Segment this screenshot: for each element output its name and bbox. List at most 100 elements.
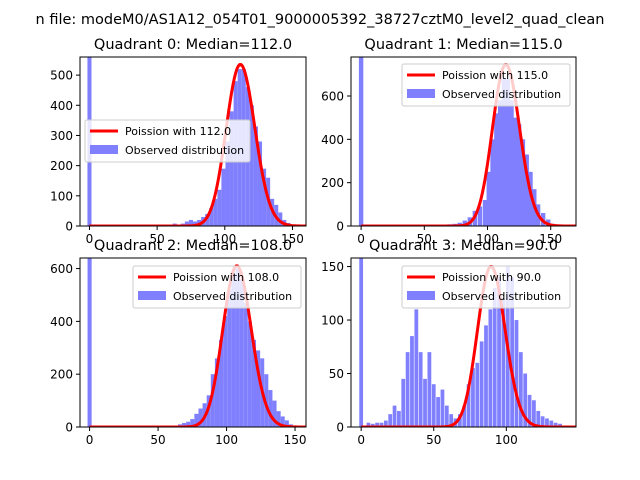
- histogram-bar: [477, 206, 483, 226]
- legend-label-observed: Observed distribution: [442, 88, 561, 101]
- histogram-bar: [501, 298, 506, 427]
- histogram-bar: [484, 325, 488, 427]
- histogram-bar: [423, 378, 427, 427]
- histogram-bar: [223, 316, 228, 427]
- histogram-bar: [494, 113, 499, 226]
- y-tick-label: 600: [321, 90, 344, 104]
- legend: Poission with 115.0 Observed distribution: [401, 63, 571, 107]
- histogram-bar: [184, 221, 189, 226]
- histogram-bar: [482, 200, 488, 226]
- histogram-bar: [188, 219, 193, 226]
- histogram-bar: [492, 287, 497, 427]
- histogram-bar: [490, 139, 495, 226]
- y-tick-label: 200: [321, 176, 344, 190]
- x-tick-label: 100: [215, 433, 238, 447]
- histogram-bar: [497, 100, 503, 226]
- x-tick-label: 50: [417, 232, 432, 246]
- histogram-bar: [243, 302, 248, 427]
- legend: Poission with 112.0 Observed distribution: [84, 119, 251, 163]
- histogram-bar: [219, 339, 224, 427]
- y-tick-label: 100: [50, 189, 73, 203]
- x-tick-label: 100: [495, 433, 518, 447]
- y-tick-label: 400: [321, 133, 344, 147]
- chart-panel-2: 0 50 100 150 0 200 400 600 Poission with 108.0 Ob…: [50, 238, 307, 447]
- y-tick-label: 400: [50, 315, 73, 329]
- histogram-bar: [366, 422, 371, 427]
- histogram-bar: [475, 362, 480, 427]
- histogram-bar: [545, 418, 549, 427]
- histogram-bar: [182, 423, 187, 427]
- histogram-bar: [553, 422, 558, 427]
- histogram-bar: [239, 279, 244, 427]
- legend-label-observed: Observed distribution: [442, 290, 561, 303]
- x-tick-label: 50: [426, 433, 441, 447]
- legend-label-observed: Observed distribution: [173, 290, 292, 303]
- legend-swatch-observed: [138, 291, 166, 300]
- histogram-bar: [225, 141, 230, 226]
- histogram-bar: [513, 117, 518, 226]
- histogram-bar: [392, 405, 397, 427]
- histogram-bar: [523, 373, 528, 427]
- histogram-bar-zero: [87, 258, 92, 427]
- histogram-bar: [510, 277, 515, 427]
- histogram-bar: [205, 213, 210, 226]
- chart-panel-1: 0 50 100 150 0 200 400 600 Poission with 115.0 Ob…: [321, 37, 577, 246]
- legend: Poission with 108.0 Observed distribution: [132, 265, 302, 309]
- histogram-bar: [527, 394, 532, 427]
- legend-label-poisson: Poission with 112.0: [125, 125, 231, 138]
- histogram-bar: [462, 220, 467, 226]
- histogram-bar: [471, 368, 475, 427]
- legend-label-poisson: Poission with 108.0: [173, 271, 279, 284]
- histogram-bar: [193, 221, 198, 226]
- histogram-bar: [436, 397, 440, 427]
- legend-label-poisson: Poission with 115.0: [442, 69, 548, 82]
- chart-panel-3: 0 50 100 0 50 100 150 Poission with 90.0 Observe…: [321, 238, 577, 447]
- plot-area: [87, 258, 306, 427]
- histogram-bar-zero: [358, 57, 364, 226]
- plot-area: [359, 258, 576, 427]
- histogram-bar: [528, 171, 533, 226]
- histogram-bar: [186, 421, 191, 427]
- histogram-bar: [479, 341, 484, 427]
- legend-box: [401, 265, 571, 309]
- histogram-bar: [540, 416, 545, 427]
- histogram-bar: [198, 408, 203, 427]
- y-tick-label: 0: [336, 421, 344, 435]
- histogram-bar: [466, 384, 471, 427]
- poisson-curve: [360, 63, 576, 226]
- y-tick-label: 0: [65, 421, 73, 435]
- histogram-bar: [370, 423, 375, 427]
- histogram-bar: [235, 268, 240, 427]
- histogram-bar: [221, 168, 226, 226]
- poisson-curve: [89, 63, 306, 226]
- x-tick-label: 50: [149, 232, 164, 246]
- histogram-bar: [449, 414, 454, 427]
- histogram-bar: [379, 422, 384, 427]
- histogram-bar: [509, 100, 514, 226]
- y-tick-label: 600: [50, 262, 73, 276]
- x-tick-label: 150: [539, 232, 562, 246]
- axes-frame: [79, 56, 307, 227]
- y-tick-label: 100: [321, 314, 344, 328]
- histogram-bar: [227, 289, 232, 427]
- histogram-bar: [516, 124, 522, 226]
- histogram-bar: [213, 198, 218, 226]
- histogram-bar: [401, 378, 406, 427]
- histogram-bar: [247, 321, 252, 427]
- y-tick-label: 400: [50, 99, 73, 113]
- histogram-bar: [405, 352, 410, 427]
- axes-frame: [350, 56, 577, 227]
- histogram-bar: [462, 405, 467, 427]
- legend: Poission with 90.0 Observed distribution: [401, 265, 571, 309]
- histogram-bar: [501, 78, 507, 226]
- histogram-bar: [280, 416, 285, 427]
- histogram-bar: [520, 139, 526, 226]
- histogram-bar: [397, 410, 401, 427]
- legend-swatch-observed: [407, 291, 435, 300]
- histogram-bar: [209, 207, 214, 226]
- panel-title: Quadrant 1: Median=115.0: [364, 37, 562, 53]
- histogram-bar: [558, 423, 562, 427]
- histogram-bar: [427, 352, 432, 427]
- histogram-bar: [486, 171, 491, 226]
